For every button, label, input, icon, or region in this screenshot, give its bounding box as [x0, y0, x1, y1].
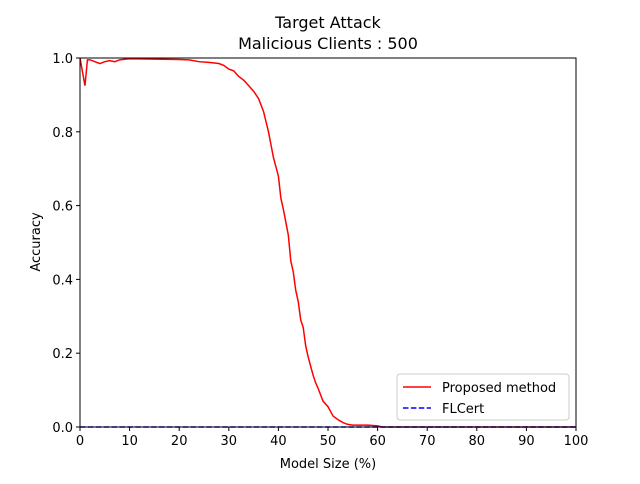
- x-tick-label: 50: [320, 434, 337, 449]
- x-tick-label: 60: [369, 434, 386, 449]
- plot-frame: [79, 57, 577, 428]
- x-axis-label: Model Size (%): [280, 457, 376, 472]
- legend-box: [396, 373, 570, 421]
- chart-title: Target Attack: [274, 13, 381, 32]
- chart-subtitle: Malicious Clients : 500: [238, 34, 418, 53]
- y-tick-label: 1.0: [52, 52, 73, 67]
- y-tick-label: 0.4: [52, 273, 73, 288]
- x-tick-label: 30: [221, 434, 238, 449]
- y-tick-label: 0.6: [52, 200, 73, 215]
- line-series: [79, 57, 576, 428]
- legend-label: FLCert: [442, 402, 484, 417]
- x-tick-label: 0: [76, 434, 84, 449]
- x-tick-label: 10: [121, 434, 138, 449]
- x-tick-label: 20: [171, 434, 188, 449]
- x-tick-label: 40: [270, 434, 287, 449]
- x-tick-label: 80: [469, 434, 486, 449]
- y-tick-label: 0.2: [52, 347, 73, 362]
- y-axis-label: Accuracy: [29, 212, 44, 272]
- x-tick-label: 70: [419, 434, 436, 449]
- x-tick-label: 100: [564, 434, 589, 449]
- y-tick-label: 0.0: [52, 421, 73, 436]
- y-tick-label: 0.8: [52, 126, 73, 141]
- x-tick-label: 90: [518, 434, 535, 449]
- legend-label: Proposed method: [442, 381, 556, 396]
